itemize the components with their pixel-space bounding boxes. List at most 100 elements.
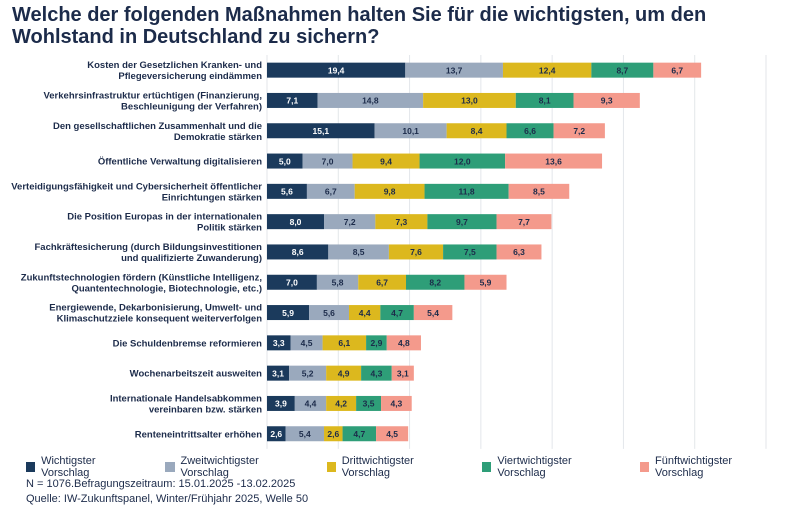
data-label: 2,9 bbox=[371, 338, 383, 348]
data-label: 3,9 bbox=[275, 399, 287, 409]
data-label: 13,0 bbox=[461, 96, 478, 106]
data-label: 5,2 bbox=[302, 368, 314, 378]
chart-title: Welche der folgenden Maßnahmen halten Si… bbox=[12, 4, 707, 48]
bar-segment bbox=[309, 305, 349, 321]
legend-label: Fünftwichtigster Vorschlag bbox=[655, 455, 733, 479]
data-label: 7,1 bbox=[286, 96, 298, 106]
legend-item: Drittwichtigster Vorschlag bbox=[326, 455, 455, 479]
data-label: 8,4 bbox=[471, 126, 483, 136]
legend-label: Zweitwichtigster Vorschlag bbox=[180, 455, 259, 479]
data-label: 4,8 bbox=[398, 338, 410, 348]
data-label: 3,3 bbox=[273, 338, 285, 348]
data-label: 14,8 bbox=[362, 96, 379, 106]
category-label: Öffentliche Verwaltung digitalisieren bbox=[98, 157, 262, 168]
data-label: 9,8 bbox=[384, 187, 396, 197]
legend-item: Zweitwichtigster Vorschlag bbox=[165, 455, 298, 479]
bar-segment bbox=[322, 335, 367, 351]
legend-label: Wichtigster Vorschlag bbox=[41, 455, 96, 479]
bar-segment bbox=[267, 92, 318, 108]
bar-segment bbox=[424, 183, 509, 199]
bar-segment bbox=[348, 305, 381, 321]
bar-segment bbox=[374, 123, 447, 139]
bar-segment bbox=[515, 92, 574, 108]
data-label: 5,4 bbox=[299, 429, 311, 439]
legend: Wichtigster Vorschlag Zweitwichtigster Vo… bbox=[26, 455, 800, 479]
data-label: 2,6 bbox=[327, 429, 339, 439]
data-label: 4,3 bbox=[390, 399, 402, 409]
category-label: Verteidigungsfähigkeit und Cybersicherhe… bbox=[11, 181, 262, 192]
bar-segment bbox=[267, 426, 286, 442]
bar-segment bbox=[267, 244, 329, 260]
category-label: Internationale Handelsabkommen bbox=[110, 393, 262, 404]
bar-segment bbox=[375, 214, 428, 230]
bar-segment bbox=[267, 214, 325, 230]
category-label: Wochenarbeitszeit ausweiten bbox=[130, 369, 263, 380]
bar-segment bbox=[653, 62, 702, 78]
bar-segment bbox=[317, 92, 424, 108]
data-label: 3,1 bbox=[272, 368, 284, 378]
bar-segment bbox=[505, 153, 603, 169]
data-label: 19,4 bbox=[328, 65, 345, 75]
bar-segment bbox=[267, 365, 290, 381]
data-label: 15,1 bbox=[313, 126, 330, 136]
bar-segment bbox=[405, 62, 503, 78]
bar-segment bbox=[406, 274, 465, 290]
data-label: 3,5 bbox=[363, 399, 375, 409]
data-label: 8,5 bbox=[533, 187, 545, 197]
category-label: Energiewende, Dekarbonisierung, Umwelt- … bbox=[49, 303, 262, 314]
bar-segment bbox=[352, 153, 420, 169]
data-label: 13,7 bbox=[446, 65, 463, 75]
bar-segment bbox=[591, 62, 654, 78]
data-label: 6,7 bbox=[376, 277, 388, 287]
bar-segment bbox=[354, 183, 425, 199]
data-label: 6,6 bbox=[524, 126, 536, 136]
data-label: 4,5 bbox=[301, 338, 313, 348]
data-label: 4,4 bbox=[359, 308, 371, 318]
data-label: 5,6 bbox=[323, 308, 335, 318]
data-label: 8,5 bbox=[353, 247, 365, 257]
bar-segment bbox=[358, 274, 407, 290]
data-label: 7,7 bbox=[518, 217, 530, 227]
bar-segment bbox=[267, 123, 375, 139]
legend-label: Viertwichtigster Vorschlag bbox=[497, 455, 572, 479]
data-label: 4,4 bbox=[305, 399, 317, 409]
bar-segment bbox=[356, 395, 382, 411]
bar-segment bbox=[267, 153, 303, 169]
category-label: Die Position Europas in der internationa… bbox=[67, 212, 262, 223]
bar-segment bbox=[361, 365, 392, 381]
data-label: 7,5 bbox=[464, 247, 476, 257]
bar-segment bbox=[386, 335, 421, 351]
data-label: 9,4 bbox=[380, 156, 392, 166]
legend-swatch bbox=[639, 462, 649, 472]
bar-segment bbox=[443, 244, 497, 260]
bar-segment bbox=[290, 335, 323, 351]
legend-item: Fünftwichtigster Vorschlag bbox=[639, 455, 772, 479]
bar-segment bbox=[381, 395, 412, 411]
data-label: 6,3 bbox=[513, 247, 525, 257]
bar-segment bbox=[419, 153, 506, 169]
category-label: Fachkräftesicherung (durch Bildungsinves… bbox=[34, 242, 262, 253]
data-label: 4,9 bbox=[338, 368, 350, 378]
category-label: Pflegeversicherung eindämmen bbox=[118, 71, 262, 82]
data-label: 9,7 bbox=[456, 217, 468, 227]
bar-segment bbox=[423, 92, 516, 108]
data-label: 6,7 bbox=[325, 187, 337, 197]
data-label: 5,0 bbox=[279, 156, 291, 166]
category-label: Einrichtungen stärken bbox=[162, 192, 262, 203]
bar-segment bbox=[366, 335, 387, 351]
data-label: 11,8 bbox=[459, 187, 475, 197]
category-label: Demokratie stärken bbox=[174, 132, 262, 143]
data-label: 5,9 bbox=[282, 308, 294, 318]
data-label: 4,3 bbox=[371, 368, 383, 378]
data-label: 10,1 bbox=[402, 126, 419, 136]
data-label: 13,6 bbox=[545, 156, 562, 166]
data-label: 5,9 bbox=[480, 277, 492, 287]
bar-segment bbox=[267, 305, 310, 321]
data-label: 7,3 bbox=[395, 217, 407, 227]
data-label: 9,3 bbox=[601, 96, 613, 106]
data-label: 2,6 bbox=[270, 429, 282, 439]
bar-segment bbox=[328, 244, 389, 260]
category-label: vereinbaren bzw. stärken bbox=[149, 404, 262, 415]
data-label: 6,1 bbox=[338, 338, 350, 348]
data-label: 4,5 bbox=[386, 429, 398, 439]
